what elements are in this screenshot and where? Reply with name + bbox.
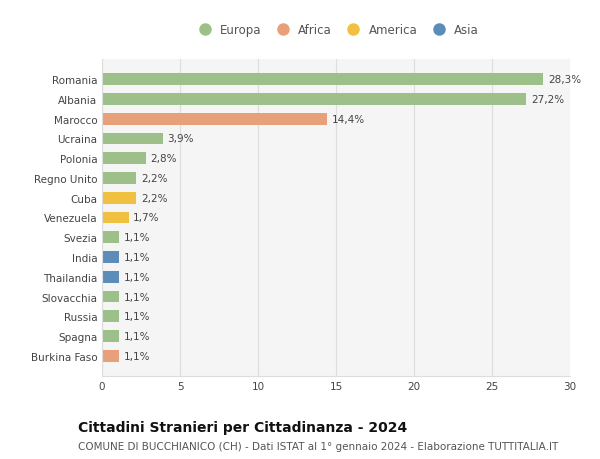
Bar (102, 212, 128, 224)
Text: COMUNE DI BUCCHIANICO (CH) - Dati ISTAT al 1° gennaio 2024 - Elaborazione TUTTIT: COMUNE DI BUCCHIANICO (CH) - Dati ISTAT … (78, 441, 558, 451)
Bar (102, 271, 119, 283)
Text: 1,1%: 1,1% (124, 312, 151, 322)
Bar (102, 173, 136, 185)
Bar (102, 133, 163, 145)
Text: 3,9%: 3,9% (167, 134, 194, 144)
Text: 28,3%: 28,3% (548, 75, 581, 85)
Bar (102, 74, 544, 86)
Bar (102, 311, 119, 323)
Text: 14,4%: 14,4% (331, 114, 364, 124)
Text: Cittadini Stranieri per Cittadinanza - 2024: Cittadini Stranieri per Cittadinanza - 2… (78, 420, 407, 434)
Text: 1,1%: 1,1% (124, 272, 151, 282)
Text: 1,1%: 1,1% (124, 331, 151, 341)
Bar (102, 94, 526, 106)
Bar (102, 330, 119, 342)
Bar (102, 291, 119, 303)
Bar (102, 113, 326, 125)
Text: 1,1%: 1,1% (124, 233, 151, 243)
Bar (102, 192, 136, 204)
Text: 2,2%: 2,2% (141, 193, 167, 203)
Text: 2,2%: 2,2% (141, 174, 167, 184)
Bar (102, 252, 119, 263)
Text: 27,2%: 27,2% (531, 95, 564, 105)
Text: 1,7%: 1,7% (133, 213, 160, 223)
Bar (102, 153, 146, 165)
Text: 1,1%: 1,1% (124, 292, 151, 302)
Bar (102, 232, 119, 244)
Text: 2,8%: 2,8% (151, 154, 177, 164)
Legend: Europa, Africa, America, Asia: Europa, Africa, America, Asia (193, 24, 479, 37)
Bar (102, 350, 119, 362)
Text: 1,1%: 1,1% (124, 351, 151, 361)
Text: 1,1%: 1,1% (124, 252, 151, 263)
